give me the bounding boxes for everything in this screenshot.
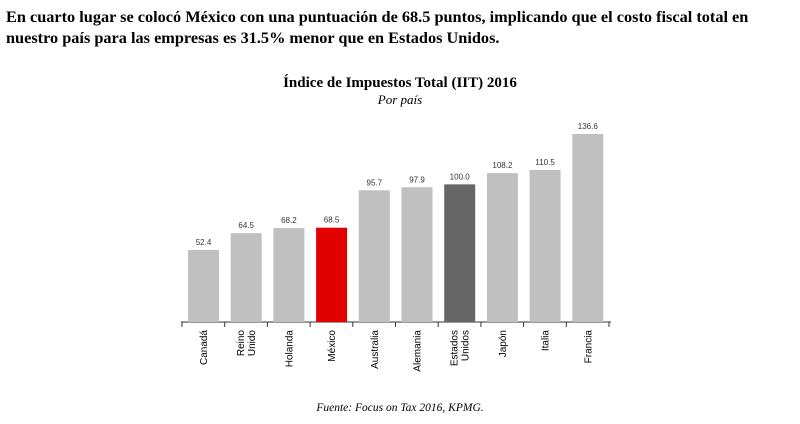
- data-label: 64.5: [238, 221, 254, 230]
- data-label: 68.5: [324, 216, 340, 225]
- bar: [188, 249, 219, 322]
- bar: [486, 173, 518, 322]
- data-label: 100.0: [450, 172, 471, 181]
- tick-label: Italia: [541, 330, 552, 352]
- bar: [358, 190, 390, 322]
- tick-label: Australia: [370, 330, 381, 369]
- tick-label: Canadá: [199, 330, 210, 365]
- tick-label: México: [327, 330, 338, 362]
- tick-label: Japón: [498, 330, 509, 357]
- tick-label: Estados: [450, 330, 461, 366]
- tick-label: Holanda: [284, 330, 295, 368]
- bar: [444, 184, 476, 322]
- data-label: 68.2: [281, 216, 297, 225]
- data-label: 52.4: [196, 238, 212, 247]
- chart-title: Índice de Impuestos Total (IIT) 2016: [283, 75, 517, 91]
- data-label: 95.7: [367, 178, 383, 187]
- tick-label: Francia: [583, 330, 594, 364]
- data-label: 136.6: [578, 122, 599, 131]
- data-label: 97.9: [409, 175, 425, 184]
- tick-label: Unido: [247, 330, 258, 357]
- data-label: 110.5: [535, 158, 555, 167]
- bar: [401, 187, 433, 322]
- intro-paragraph: En cuarto lugar se colocó México con una…: [6, 7, 749, 47]
- bar: [230, 233, 262, 322]
- data-label: 108.2: [492, 161, 513, 170]
- chart-subtitle: Por país: [377, 92, 423, 107]
- tick-label: Reino: [236, 330, 247, 357]
- bar: [572, 134, 604, 322]
- bar: [316, 227, 348, 322]
- tick-label: Alemania: [413, 330, 424, 372]
- bar: [529, 169, 561, 322]
- source-note: Fuente: Focus on Tax 2016, KPMG.: [316, 402, 484, 414]
- bar: [273, 228, 305, 322]
- tick-label: Unidos: [461, 330, 472, 361]
